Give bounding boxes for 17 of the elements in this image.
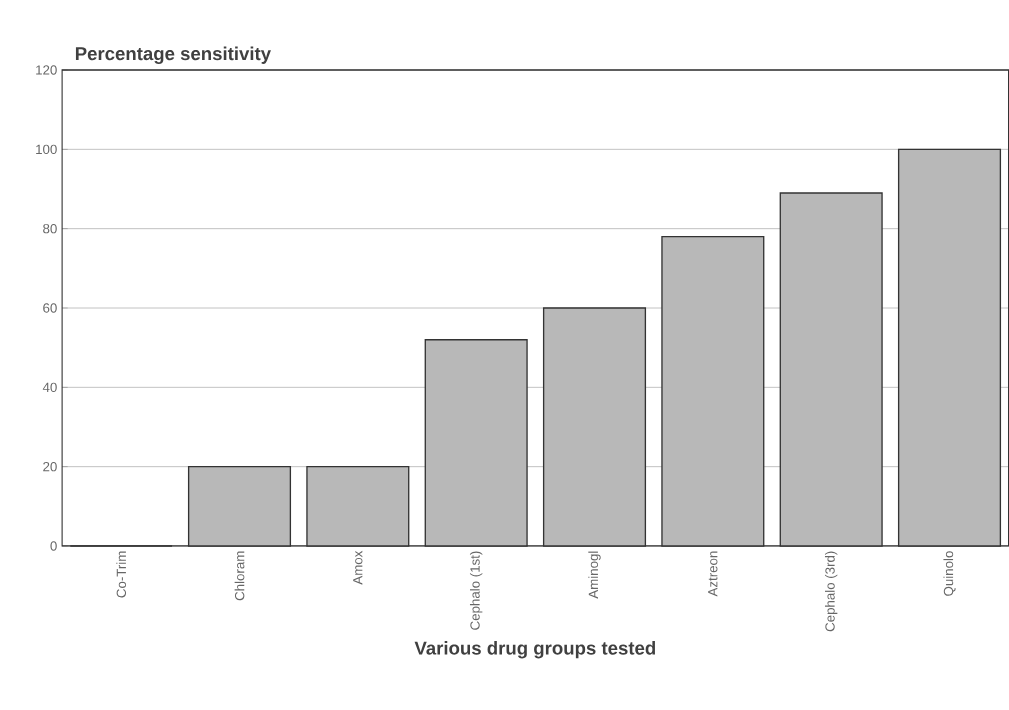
x-tick-label: Chloram — [234, 551, 245, 601]
x-tick-label: Aztreon — [708, 551, 718, 597]
x-axis-title: Various drug groups tested — [414, 641, 656, 659]
y-tick-label: 120 — [36, 65, 57, 75]
y-tick-label: 80 — [43, 223, 57, 234]
y-tick-label: 0 — [50, 541, 57, 551]
y-tick-label: 60 — [43, 303, 57, 313]
x-tick-label: Amox — [353, 550, 363, 585]
y-tick-label: 20 — [43, 461, 57, 472]
x-tick-label: Cephalo (1st) — [469, 551, 483, 630]
x-tick-label: Aminogl — [588, 551, 601, 599]
y-tick-label: 100 — [36, 144, 57, 155]
x-tick-label: Cephalo (3rd) — [824, 551, 838, 632]
x-tick-label: Co-Trim — [116, 551, 127, 598]
y-tick-label: 40 — [42, 382, 57, 393]
x-tick-label: Quinolo — [943, 551, 956, 596]
y-axis-title: Percentage sensitivity — [75, 46, 271, 64]
